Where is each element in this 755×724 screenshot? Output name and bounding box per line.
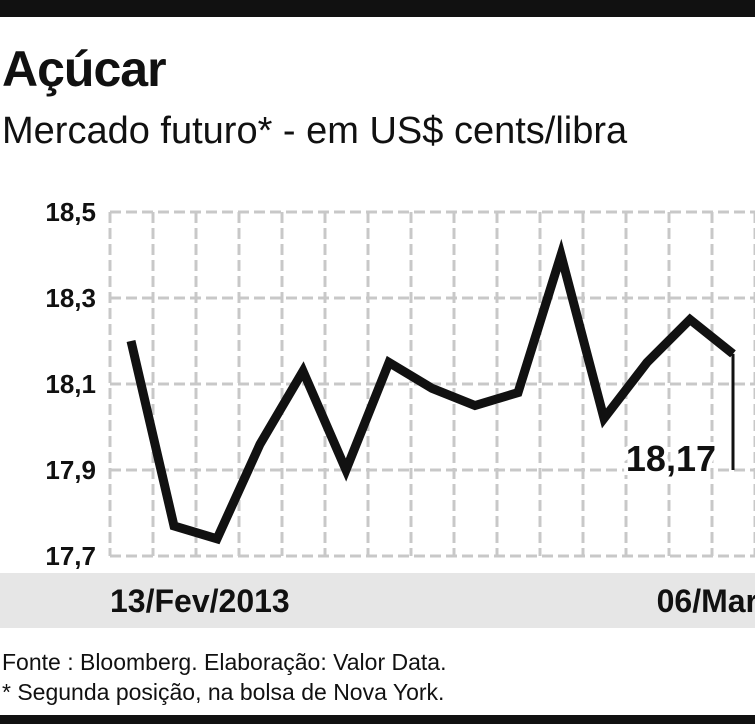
x-end-date-label: 06/Mar [656,583,755,619]
y-tick-label: 17,9 [45,455,96,485]
x-start-date-label: 13/Fev/2013 [110,583,290,619]
footnote: * Segunda posição, na bolsa de Nova York… [2,679,445,705]
annotation-value-label: 18,17 [626,438,716,479]
bottom-rule [0,715,755,724]
y-tick-label: 18,1 [45,369,96,399]
line-chart: 17,7 17,9 18,1 18,3 18,5 18,17 [45,197,755,571]
y-tick-label: 18,5 [45,197,96,227]
y-tick-label: 18,3 [45,283,96,313]
footer: Fonte : Bloomberg. Elaboração: Valor Dat… [2,647,446,707]
x-axis-date-band: 13/Fev/2013 06/Mar [0,573,755,628]
source-note: Fonte : Bloomberg. Elaboração: Valor Dat… [2,649,447,675]
top-rule [0,0,755,17]
chart-subtitle: Mercado futuro* - em US$ cents/libra [2,110,628,152]
chart-title: Açúcar [2,41,167,97]
y-tick-label: 17,7 [45,541,96,571]
series-line [126,238,736,545]
